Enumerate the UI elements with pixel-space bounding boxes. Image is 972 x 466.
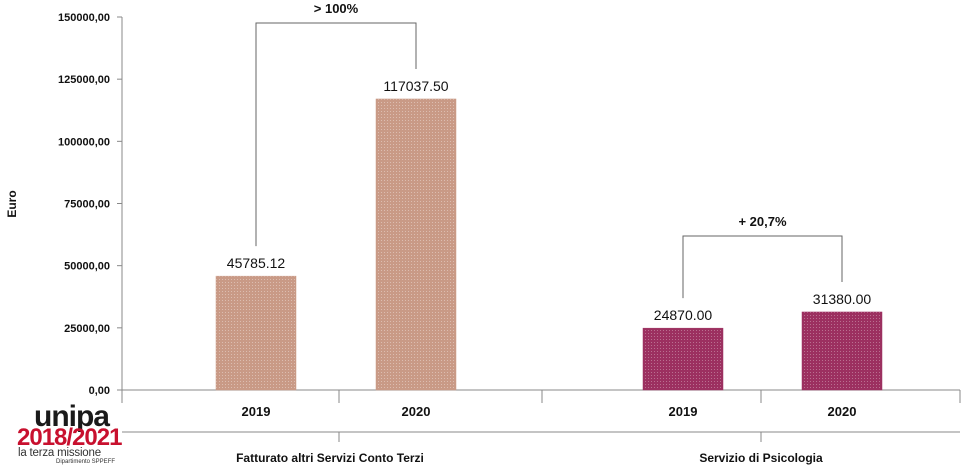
change-bracket [682,235,843,299]
change-brackets [255,22,843,299]
bar [375,98,457,391]
y-axis-title: Euro [5,190,19,217]
data-label: 24870.00 [654,307,713,323]
y-tick-label: 25000,00 [64,323,110,335]
logo-text-years: 2018/2021 [17,424,122,451]
y-tick-label: 125000,00 [58,74,110,86]
labels: 0,00 25000,00 50000,00 75000,00 100000,00 125… [5,1,871,465]
bar [215,275,297,391]
bar [642,327,724,391]
bars [215,98,883,391]
logo-text-department: Dipartimento SPPEFF [56,459,116,465]
y-tick-label: 100000,00 [58,136,110,148]
change-label: > 100% [314,1,359,16]
group-label: Servizio di Psicologia [699,451,823,465]
change-bracket [255,22,417,247]
y-tick-label: 50000,00 [64,261,110,273]
x-tick-label: 2019 [669,404,698,419]
y-tick-label: 75000,00 [64,199,110,211]
data-label: 117037.50 [383,78,448,94]
bar [801,311,883,391]
y-tick-label: 0,00 [89,385,110,397]
logo-text-mission: la terza missione [18,447,101,459]
data-label: 31380.00 [813,291,872,307]
x-tick-label: 2020 [402,404,431,419]
x-tick-label: 2019 [242,404,271,419]
y-tick-label: 150000,00 [58,12,110,24]
logo-text-unipa: unipa [34,400,110,433]
data-label: 45785.12 [227,255,286,271]
group-label: Fatturato altri Servizi Conto Terzi [236,451,424,465]
unipa-logo: unipa 2018/2021 la terza missione Dipart… [16,400,156,466]
change-label: + 20,7% [738,214,787,229]
x-tick-label: 2020 [828,404,857,419]
